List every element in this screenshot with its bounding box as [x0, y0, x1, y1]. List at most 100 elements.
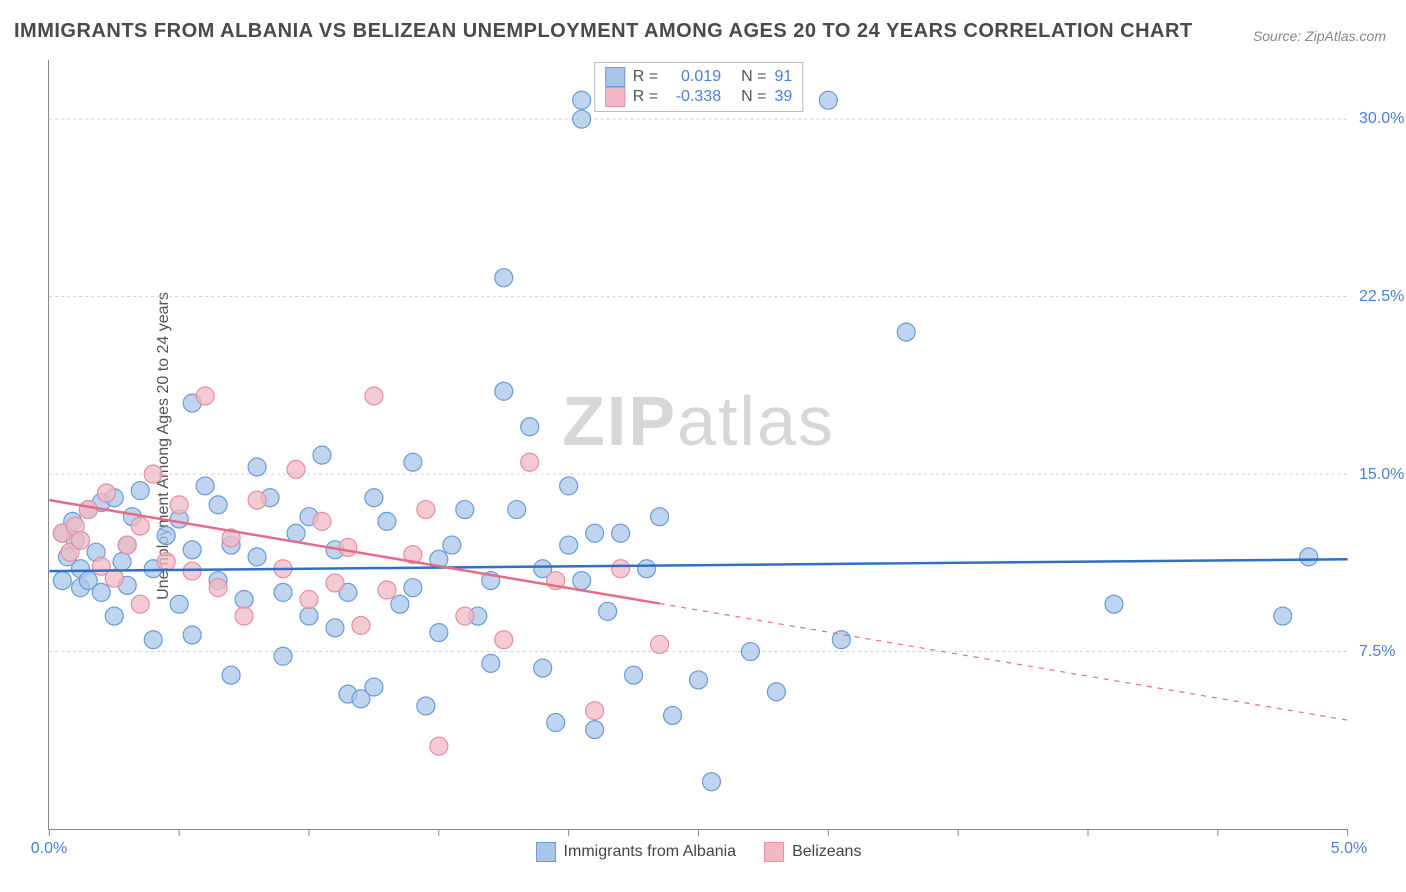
legend-swatch — [605, 67, 625, 87]
data-point — [482, 654, 500, 672]
data-point — [612, 560, 630, 578]
legend-label: Belizeans — [792, 843, 861, 861]
data-point — [573, 572, 591, 590]
y-tick-label: 22.5% — [1359, 288, 1404, 306]
data-point — [326, 574, 344, 592]
data-point — [326, 619, 344, 637]
legend-swatch — [605, 87, 625, 107]
data-point — [183, 541, 201, 559]
data-point — [612, 524, 630, 542]
data-point — [443, 536, 461, 554]
data-point — [495, 631, 513, 649]
data-point — [365, 489, 383, 507]
data-point — [417, 501, 435, 519]
x-tick-label: 5.0% — [1331, 840, 1367, 858]
data-point — [521, 418, 539, 436]
data-point — [365, 387, 383, 405]
plot-area: ZIPatlas R =0.019N =91R =-0.338N =39 Imm… — [48, 60, 1348, 830]
data-point — [702, 773, 720, 791]
data-point — [157, 553, 175, 571]
legend-item: Immigrants from Albania — [536, 842, 737, 862]
data-point — [170, 595, 188, 613]
data-point — [573, 91, 591, 109]
data-point — [105, 607, 123, 625]
data-point — [560, 477, 578, 495]
data-point — [235, 590, 253, 608]
data-point — [131, 595, 149, 613]
data-point — [72, 531, 90, 549]
data-point — [209, 579, 227, 597]
data-point — [144, 465, 162, 483]
data-point — [313, 512, 331, 530]
data-point — [586, 702, 604, 720]
legend-r-value: -0.338 — [666, 88, 721, 106]
data-point — [897, 323, 915, 341]
data-point — [248, 458, 266, 476]
legend-r-label: R = — [633, 68, 658, 86]
legend-swatch — [764, 842, 784, 862]
legend-n-value: 39 — [774, 88, 792, 106]
legend-r-value: 0.019 — [666, 68, 721, 86]
y-tick-label: 30.0% — [1359, 110, 1404, 128]
data-point — [625, 666, 643, 684]
data-point — [819, 91, 837, 109]
data-point — [183, 626, 201, 644]
series-legend: Immigrants from Albania Belizeans — [536, 842, 862, 862]
data-point — [547, 714, 565, 732]
data-point — [274, 647, 292, 665]
legend-swatch — [536, 842, 556, 862]
legend-row: R = 0.019 N = 91 — [605, 67, 792, 87]
data-point — [404, 579, 422, 597]
chart-title: IMMIGRANTS FROM ALBANIA VS BELIZEAN UNEM… — [14, 20, 1193, 43]
data-point — [378, 581, 396, 599]
data-point — [560, 536, 578, 554]
data-point — [417, 697, 435, 715]
data-point — [105, 569, 123, 587]
data-point — [430, 737, 448, 755]
legend-r-label: R = — [633, 88, 658, 106]
legend-n-value: 91 — [774, 68, 792, 86]
chart-container: IMMIGRANTS FROM ALBANIA VS BELIZEAN UNEM… — [0, 0, 1406, 892]
data-point — [456, 501, 474, 519]
data-point — [651, 635, 669, 653]
data-point — [378, 512, 396, 530]
y-tick-label: 7.5% — [1359, 643, 1395, 661]
data-point — [1274, 607, 1292, 625]
data-point — [456, 607, 474, 625]
trend-line — [49, 559, 1347, 571]
data-point — [79, 501, 97, 519]
data-point — [92, 583, 110, 601]
data-point — [391, 595, 409, 613]
data-point — [352, 617, 370, 635]
legend-label: Immigrants from Albania — [564, 843, 737, 861]
data-point — [651, 508, 669, 526]
data-point — [534, 659, 552, 677]
data-point — [300, 607, 318, 625]
data-point — [521, 453, 539, 471]
data-point — [638, 560, 656, 578]
data-point — [313, 446, 331, 464]
data-point — [144, 631, 162, 649]
data-point — [53, 572, 71, 590]
data-point — [209, 496, 227, 514]
data-point — [495, 382, 513, 400]
data-point — [157, 527, 175, 545]
y-tick-label: 15.0% — [1359, 466, 1404, 484]
data-point — [131, 517, 149, 535]
data-point — [248, 491, 266, 509]
plot-svg — [49, 60, 1348, 829]
data-point — [287, 524, 305, 542]
data-point — [196, 477, 214, 495]
data-point — [248, 548, 266, 566]
data-point — [97, 484, 115, 502]
data-point — [690, 671, 708, 689]
trend-line-extrapolated — [660, 604, 1348, 721]
data-point — [586, 721, 604, 739]
legend-n-label: N = — [741, 68, 766, 86]
x-tick-label: 0.0% — [31, 840, 67, 858]
data-point — [118, 536, 136, 554]
data-point — [235, 607, 253, 625]
data-point — [170, 496, 188, 514]
data-point — [339, 538, 357, 556]
data-point — [573, 110, 591, 128]
